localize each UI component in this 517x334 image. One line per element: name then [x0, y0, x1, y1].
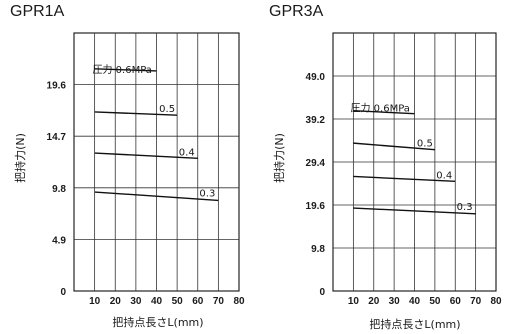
series-label: 0.3 [457, 202, 473, 213]
y-tick-label: 49.0 [306, 72, 326, 83]
y-tick-label: 29.4 [306, 158, 326, 169]
y-axis-label: 把持力(N) [272, 133, 286, 183]
series-line [94, 111, 178, 116]
x-tick-label: 50 [172, 296, 184, 307]
series-label: 圧力 0.6MPa [351, 102, 410, 115]
series-line [94, 191, 219, 202]
chart-title: GPR3A [269, 3, 324, 20]
x-tick-label: 70 [470, 296, 482, 307]
x-tick-label: 40 [151, 296, 163, 307]
y-tick-label: 4.9 [52, 235, 66, 246]
x-tick-label: 80 [490, 296, 502, 307]
series-label: 0.5 [159, 104, 175, 115]
x-tick-label: 30 [389, 296, 401, 307]
y-axis-label: 把持力(N) [13, 133, 27, 183]
series-label: 0.4 [436, 170, 452, 181]
x-tick-label: 50 [429, 296, 441, 307]
series-line [353, 142, 435, 151]
series-label: 0.3 [199, 188, 215, 199]
chart-title: GPR1A [10, 3, 65, 20]
x-tick-label: 80 [233, 296, 245, 307]
series-line [94, 152, 198, 160]
y-tick-label: 19.6 [47, 81, 67, 92]
chart-2: GPR3A 10 20 30 40 50 60 70 80 0 9.8 19.6 29.4 39.2 49.… [269, 3, 502, 331]
x-tick-label: 20 [110, 296, 122, 307]
x-tick-label: 60 [450, 296, 462, 307]
y-tick-label: 19.6 [306, 201, 326, 212]
y-tick-label: 14.7 [47, 132, 67, 143]
series-label: 0.4 [179, 147, 195, 158]
y-tick-label: 0 [319, 287, 325, 298]
series-label: 0.5 [417, 139, 433, 150]
y-tick-label: 9.8 [311, 244, 325, 255]
x-tick-label: 30 [130, 296, 142, 307]
series-line [353, 207, 476, 215]
x-tick-label: 40 [409, 296, 421, 307]
x-tick-label: 20 [368, 296, 380, 307]
x-axis-label: 把持点長さL(mm) [112, 315, 203, 329]
y-tick-label: 9.8 [52, 184, 66, 195]
series-label: 圧力 0.6MPa [93, 63, 152, 76]
series-line [353, 109, 415, 115]
x-tick-label: 60 [192, 296, 204, 307]
y-tick-label: 0 [60, 287, 66, 298]
x-tick-label: 10 [348, 296, 360, 307]
x-tick-label: 10 [89, 296, 101, 307]
series-line [94, 68, 157, 72]
x-tick-label: 70 [213, 296, 225, 307]
chart-1: GPR1A 10 20 30 40 50 60 70 80 0 4.9 9.8 14.7 19.6 把持点長… [10, 3, 245, 329]
x-axis-label: 把持点長さL(mm) [369, 317, 460, 331]
y-tick-label: 39.2 [306, 115, 326, 126]
series-line [353, 175, 456, 183]
